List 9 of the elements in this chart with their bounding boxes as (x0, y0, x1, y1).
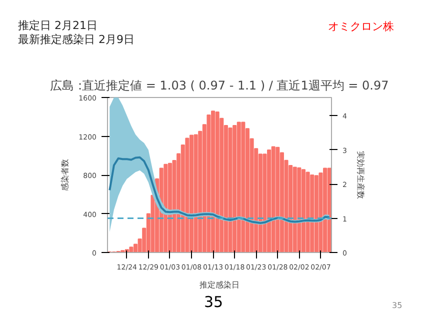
chart-title: 広島 :直近推定値 = 1.03 ( 0.97 - 1.1 ) / 直近1週平均 = 0.97 (50, 78, 389, 92)
text: 最新推定感染日 2月9日 (18, 33, 134, 46)
x-axis-title: 推定感染日 (200, 280, 240, 290)
text: 35 (392, 300, 402, 312)
text: 推定日 2月21日 (18, 19, 98, 32)
y2-axis-title: 実効再生産数 (356, 151, 365, 199)
text: 35 (204, 293, 224, 311)
y-axis-title: 感染者数 (60, 159, 70, 191)
text: オミクロン株 (328, 19, 394, 35)
